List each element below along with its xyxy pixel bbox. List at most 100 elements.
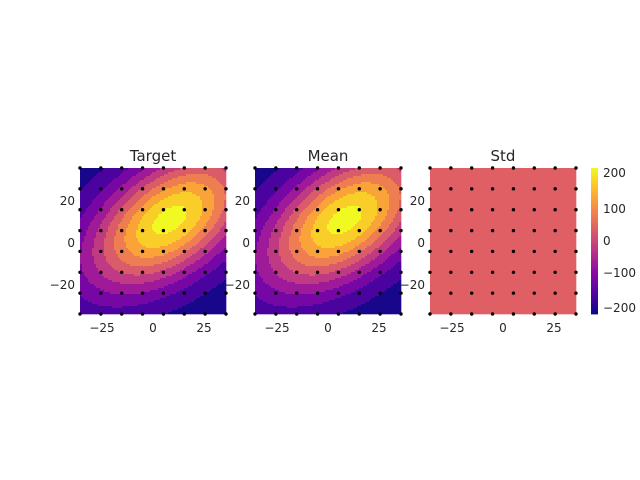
contour-cell — [106, 192, 109, 195]
contour-cell — [160, 180, 163, 183]
contour-cell — [134, 312, 137, 315]
contour-cell — [106, 186, 109, 189]
contour-cell — [166, 294, 169, 297]
contour-cell — [90, 270, 93, 273]
contour-cell — [90, 172, 93, 175]
contour-cell — [206, 262, 209, 265]
contour-cell — [172, 282, 175, 285]
contour-cell — [170, 200, 173, 203]
contour-cell — [178, 176, 181, 179]
contour-cell — [82, 276, 85, 279]
contour-cell — [194, 288, 197, 291]
contour-cell — [84, 226, 87, 229]
contour-cell — [194, 296, 197, 299]
contour-cell — [110, 258, 113, 261]
contour-cell — [172, 176, 175, 179]
contour-cell — [104, 292, 107, 295]
contour-cell — [94, 308, 97, 311]
contour-cell — [176, 260, 179, 263]
contour-cell — [198, 298, 201, 301]
contour-cell — [170, 292, 173, 295]
contour-cell — [140, 236, 143, 239]
contour-cell — [124, 248, 127, 251]
contour-cell — [134, 240, 137, 243]
contour-cell — [124, 306, 127, 309]
contour-cell — [174, 170, 177, 173]
contour-cell — [134, 220, 137, 223]
contour-cell — [84, 196, 87, 199]
contour-cell — [136, 244, 139, 247]
contour-cell — [212, 196, 215, 199]
contour-cell — [168, 170, 171, 173]
contour-cell — [176, 280, 179, 283]
contour-cell — [198, 296, 201, 299]
contour-cell — [128, 282, 131, 285]
contour-cell — [176, 296, 179, 299]
contour-cell — [100, 182, 103, 185]
contour-cell — [142, 296, 145, 299]
contour-cell — [118, 238, 121, 241]
contour-cell — [174, 178, 177, 181]
contour-cell — [80, 236, 83, 239]
contour-cell — [90, 224, 93, 227]
contour-cell — [124, 300, 127, 303]
contour-cell — [130, 290, 133, 293]
contour-cell — [164, 212, 167, 215]
contour-cell — [128, 182, 131, 185]
contour-cell — [198, 280, 201, 283]
contour-cell — [98, 298, 101, 301]
contour-cell — [110, 302, 113, 305]
contour-cell — [196, 264, 199, 267]
contour-cell — [96, 180, 99, 183]
contour-cell — [126, 290, 129, 293]
contour-cell — [114, 196, 117, 199]
contour-cell — [166, 266, 169, 269]
contour-cell — [134, 182, 137, 185]
contour-cell — [180, 270, 183, 273]
contour-cell — [114, 274, 117, 277]
contour-cell — [114, 312, 117, 315]
contour-cell — [198, 232, 201, 235]
contour-cell — [104, 214, 107, 217]
contour-cell — [144, 250, 147, 253]
contour-cell — [182, 244, 185, 247]
contour-cell — [172, 246, 175, 249]
contour-cell — [210, 220, 213, 223]
contour-cell — [144, 168, 147, 171]
contour-cell — [132, 196, 135, 199]
contour-cell — [166, 250, 169, 253]
contour-cell — [188, 224, 191, 227]
contour-cell — [124, 178, 127, 181]
contour-cell — [104, 310, 107, 313]
contour-cell — [132, 240, 135, 243]
contour-cell — [106, 198, 109, 201]
contour-cell — [104, 208, 107, 211]
contour-cell — [202, 242, 205, 245]
contour-cell — [136, 268, 139, 271]
contour-cell — [152, 288, 155, 291]
contour-cell — [108, 274, 111, 277]
contour-cell — [150, 222, 153, 225]
contour-cell — [214, 220, 217, 223]
contour-cell — [164, 284, 167, 287]
contour-cell — [136, 216, 139, 219]
contour-cell — [170, 192, 173, 195]
contour-cell — [106, 188, 109, 191]
contour-cell — [162, 174, 165, 177]
contour-cell — [82, 194, 85, 197]
contour-cell — [182, 170, 185, 173]
contour-cell — [134, 248, 137, 251]
contour-cell — [130, 248, 133, 251]
contour-cell — [146, 242, 149, 245]
contour-cell — [178, 272, 181, 275]
contour-cell — [116, 210, 119, 213]
contour-cell — [112, 306, 115, 309]
contour-cell — [176, 272, 179, 275]
contour-cell — [180, 234, 183, 237]
contour-cell — [188, 170, 191, 173]
contour-cell — [208, 192, 211, 195]
contour-cell — [180, 180, 183, 183]
contour-cell — [158, 222, 161, 225]
contour-cell — [160, 170, 163, 173]
contour-cell — [158, 294, 161, 297]
